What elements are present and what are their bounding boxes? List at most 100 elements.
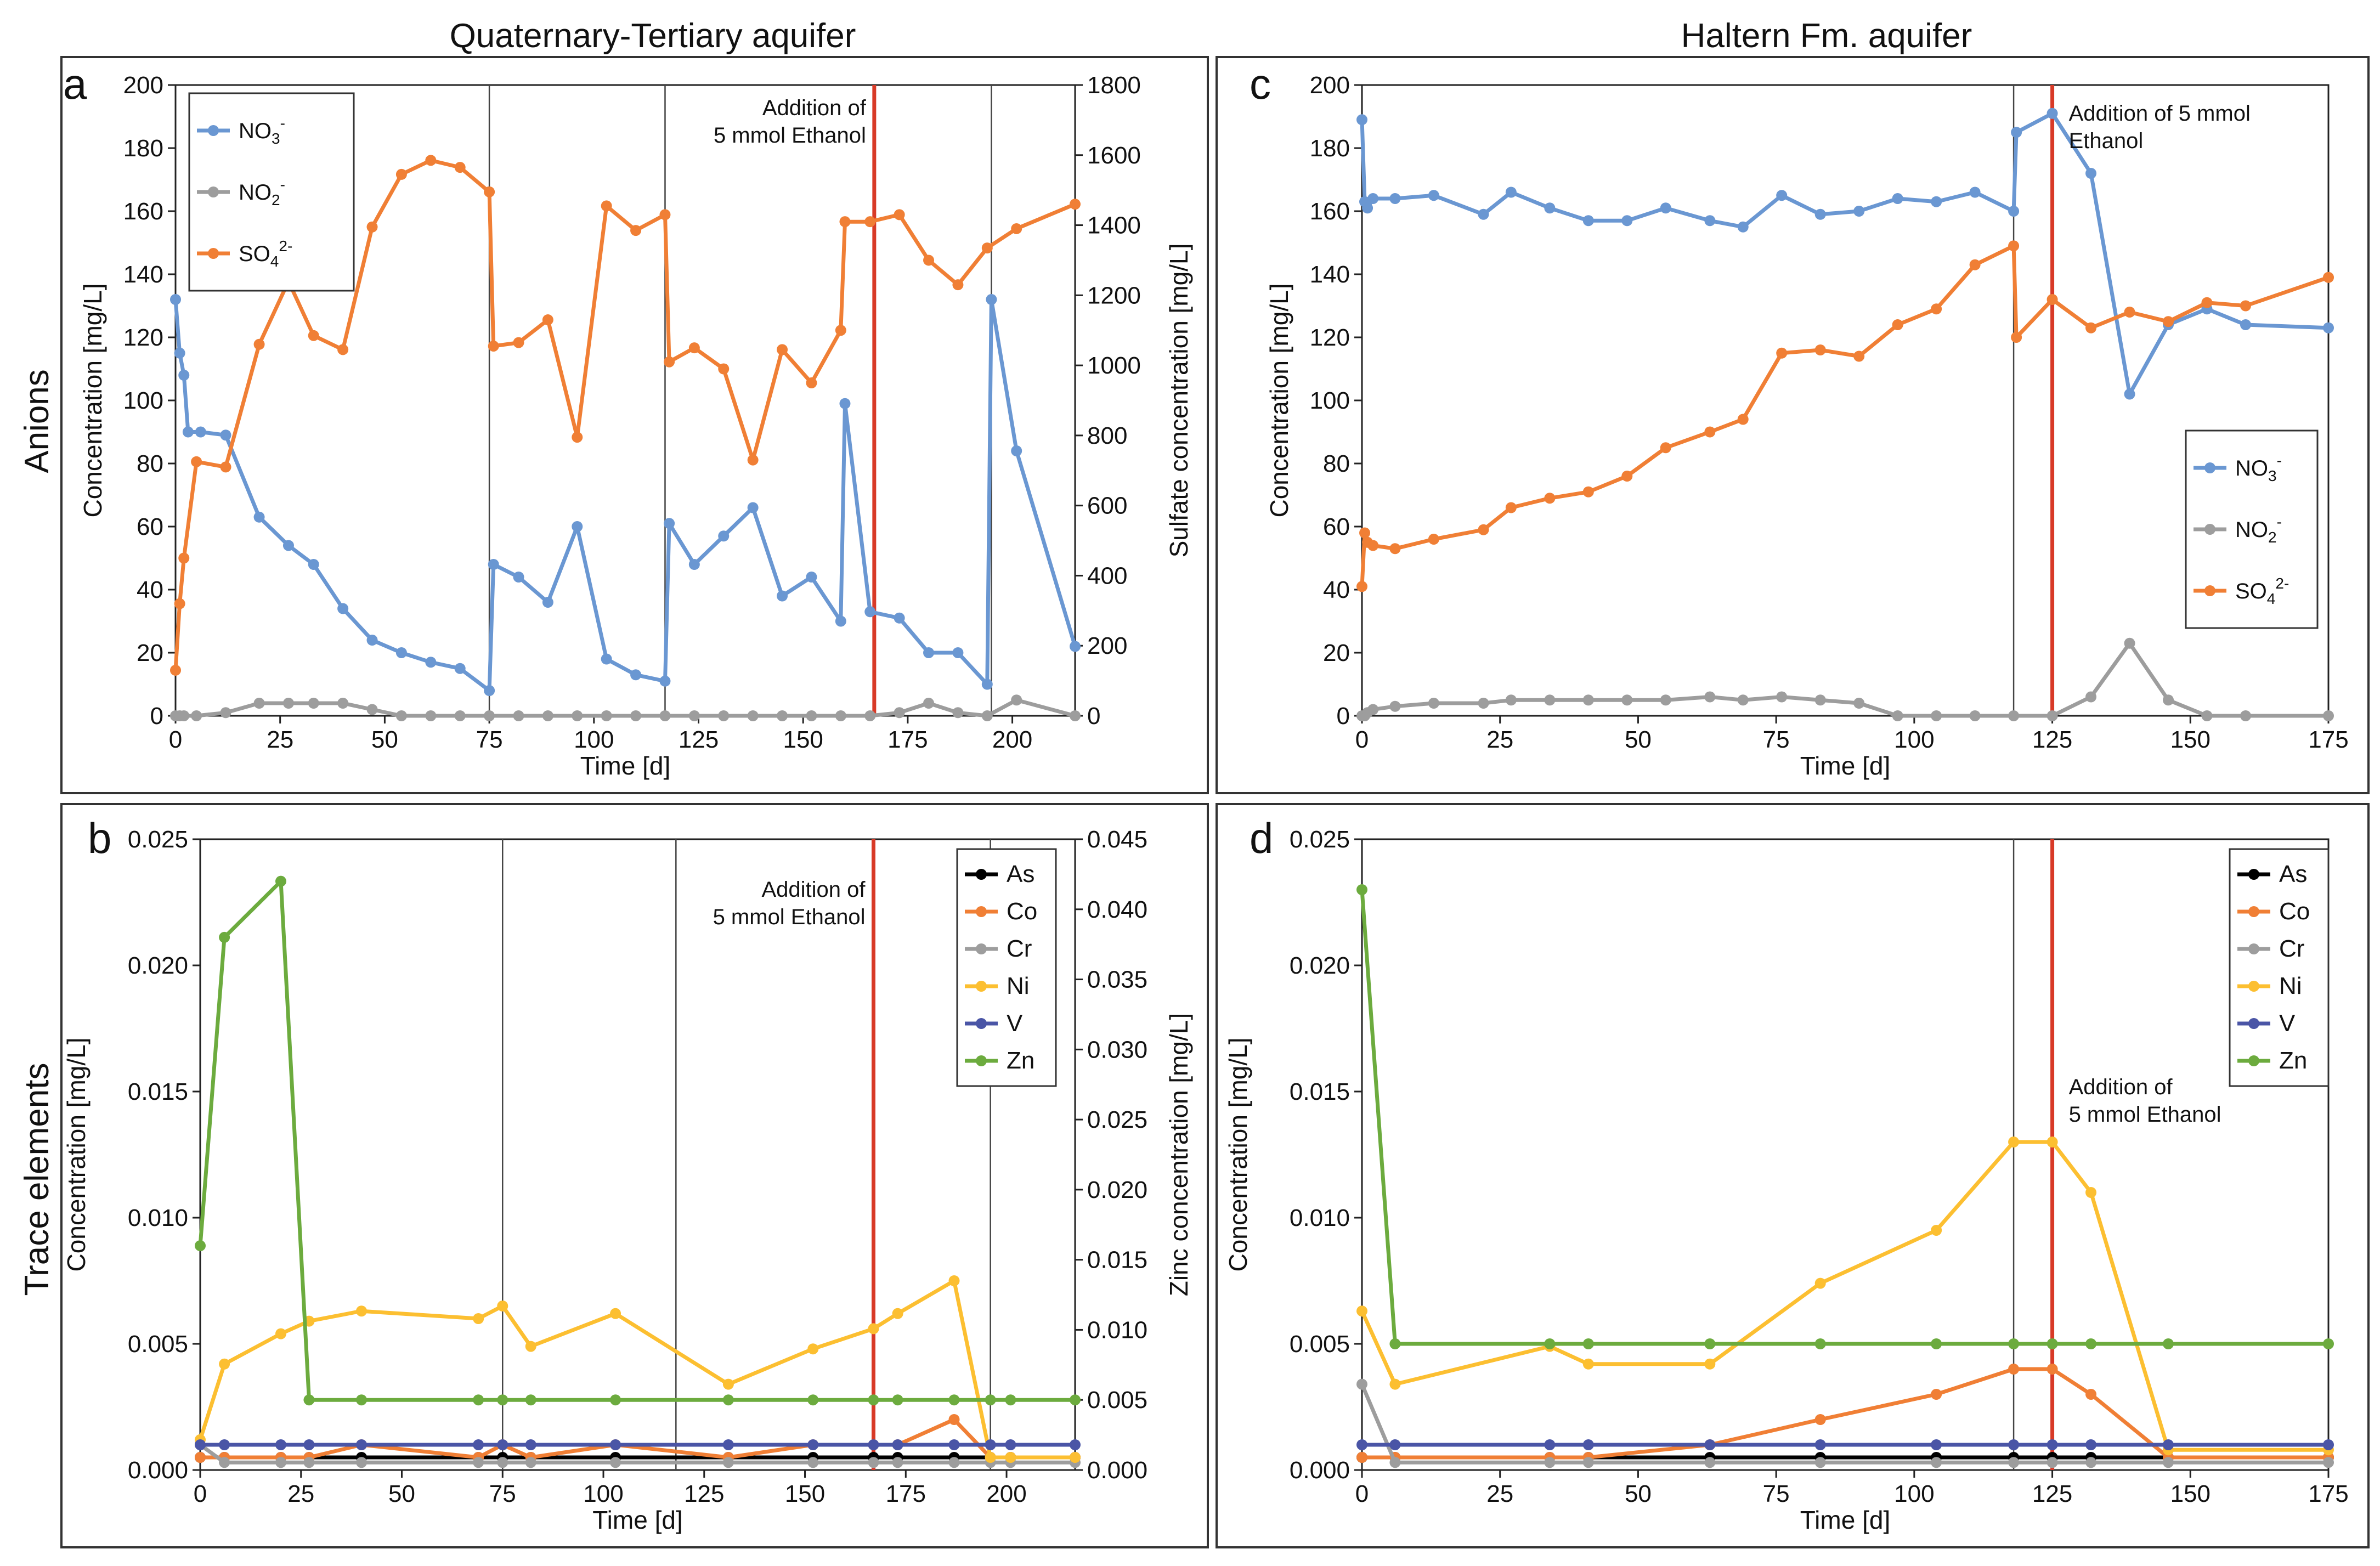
chart-panel-a: a 0 25 50 75 100 125 150 175 200 Time [d] 0 20 40 60 80… (63, 60, 1193, 780)
legend-swatch-marker-Co-d (2248, 906, 2259, 917)
data-point-NO2-a (747, 710, 759, 721)
data-point-NO2-a (777, 710, 788, 721)
data-point-NO3-c (1478, 208, 1489, 220)
data-point-NO2-a (659, 710, 671, 721)
data-point-SO4-c (1776, 347, 1788, 359)
y-tick-label-a-0: 0 (150, 703, 163, 730)
legend-label-Zn-d: Zn (2279, 1047, 2307, 1074)
y-axis-label-a: Concentration [mg/L] (78, 283, 107, 517)
data-point-NO2-a (630, 710, 642, 721)
data-point-Cr-d (1544, 1457, 1556, 1468)
x-tick-label-b-4: 100 (583, 1480, 623, 1507)
data-point-NO3-a (864, 606, 876, 618)
x-tick-label-c-4: 100 (1894, 726, 1934, 753)
y-tick-label-c-2: 40 (1323, 576, 1350, 603)
data-point-SO4-a (864, 216, 876, 228)
data-point-SO4-c (1582, 486, 1594, 497)
x-tick-label-c-6: 150 (2170, 726, 2211, 753)
data-point-NO2-c (1428, 698, 1439, 709)
data-point-NO2-a (981, 710, 993, 721)
y-tick-label-d-3: 0.015 (1290, 1078, 1350, 1105)
plot-area-d (1361, 838, 2330, 1471)
data-point-SO4-a (952, 279, 964, 291)
data-point-SO4-c (1931, 303, 1942, 315)
x-tick-label-a-8: 200 (992, 726, 1032, 753)
data-point-Zn-b (985, 1394, 996, 1406)
data-point-Zn-d (1582, 1338, 1594, 1349)
data-point-NO3-a (659, 675, 671, 687)
data-point-V-b (303, 1439, 315, 1450)
legend-swatch-marker-Cr-b (976, 943, 987, 954)
data-point-V-d (1582, 1439, 1594, 1450)
data-point-SO4-a (1011, 223, 1022, 234)
y-tick-label-c-9: 180 (1310, 135, 1350, 162)
y2-tick-label-a-4: 800 (1087, 422, 1127, 449)
data-point-SO4-a (395, 168, 407, 180)
x-tick-label-a-3: 75 (476, 726, 503, 753)
data-point-Co-d (2008, 1364, 2020, 1375)
data-point-Cr-b (892, 1457, 903, 1468)
data-point-Zn-d (1814, 1338, 1826, 1349)
series-line-Cr-d (1360, 1383, 2328, 1465)
data-point-V-b (892, 1439, 903, 1450)
data-point-V-d (2085, 1439, 2097, 1450)
data-point-SO4-a (253, 338, 265, 350)
annotation-ethanol-c-1: Ethanol (2069, 129, 2144, 153)
data-point-NO2-a (191, 710, 202, 721)
data-point-SO4-c (1814, 344, 1826, 355)
data-point-NO2-c (2240, 710, 2251, 721)
data-point-Cr-d (1814, 1457, 1826, 1468)
x-tick-label-b-2: 50 (388, 1480, 415, 1507)
data-point-V-b (722, 1439, 734, 1450)
data-point-Cr-b (868, 1457, 879, 1468)
y-tick-label-a-1: 20 (137, 640, 163, 666)
legend-swatch-marker-SO4-a (208, 248, 219, 259)
y2-tick-label-a-1: 200 (1087, 632, 1127, 659)
data-point-SO4-c (1544, 493, 1556, 504)
legend-label-SO4-c: SO42- (2235, 575, 2289, 607)
data-point-NO3-c (1814, 208, 1826, 220)
data-point-V-b (948, 1439, 960, 1450)
data-point-NO3-a (806, 572, 817, 583)
x-tick-label-b-8: 200 (986, 1480, 1026, 1507)
data-point-SO4-c (2201, 297, 2213, 308)
data-point-SO4-a (777, 344, 788, 355)
data-point-Zn-d (2085, 1338, 2097, 1349)
data-point-Cr-d (2163, 1457, 2174, 1468)
panel-letter-d: d (1250, 814, 1273, 862)
data-point-Zn-b (219, 931, 230, 943)
data-point-SO4-a (454, 162, 466, 173)
data-point-SO4-c (2047, 294, 2058, 305)
y-tick-label-a-9: 180 (123, 135, 163, 162)
data-point-NO2-c (1621, 694, 1633, 706)
x-tick-label-c-7: 175 (2308, 726, 2348, 753)
y-tick-label-d-5: 0.025 (1290, 826, 1350, 853)
legend-label-Ni-d: Ni (2279, 973, 2302, 999)
data-point-Cr-b (303, 1457, 315, 1468)
data-point-NO3-c (1505, 186, 1517, 198)
y2-tick-label-b-6: 0.030 (1087, 1036, 1147, 1063)
legend-swatch-marker-Cr-d (2248, 943, 2259, 954)
y-tick-label-a-4: 80 (137, 450, 163, 477)
data-point-Zn-d (2008, 1338, 2020, 1349)
data-point-NO2-c (1582, 694, 1594, 706)
data-point-Zn-d (2047, 1338, 2058, 1349)
data-point-Ni-d (1356, 1305, 1367, 1317)
annotation-ethanol-b-0: Addition of (761, 878, 866, 902)
data-point-SO4-a (894, 209, 905, 221)
data-point-NO3-a (923, 647, 935, 658)
data-point-NO2-a (308, 698, 319, 709)
data-point-SO4-a (630, 225, 642, 236)
data-point-Ni-b (1070, 1452, 1081, 1463)
x-tick-label-d-4: 100 (1894, 1480, 1934, 1507)
data-point-Zn-b (1005, 1394, 1016, 1406)
data-point-V-b (1005, 1439, 1016, 1450)
legend-label-Co-d: Co (2279, 898, 2310, 925)
data-point-NO3-c (1660, 202, 1671, 214)
legend-label-Cr-b: Cr (1007, 935, 1032, 962)
data-point-V-b (473, 1439, 484, 1450)
y-tick-label-a-7: 140 (123, 261, 163, 288)
y-tick-label-c-10: 200 (1310, 72, 1350, 99)
data-point-SO4-a (513, 337, 524, 348)
